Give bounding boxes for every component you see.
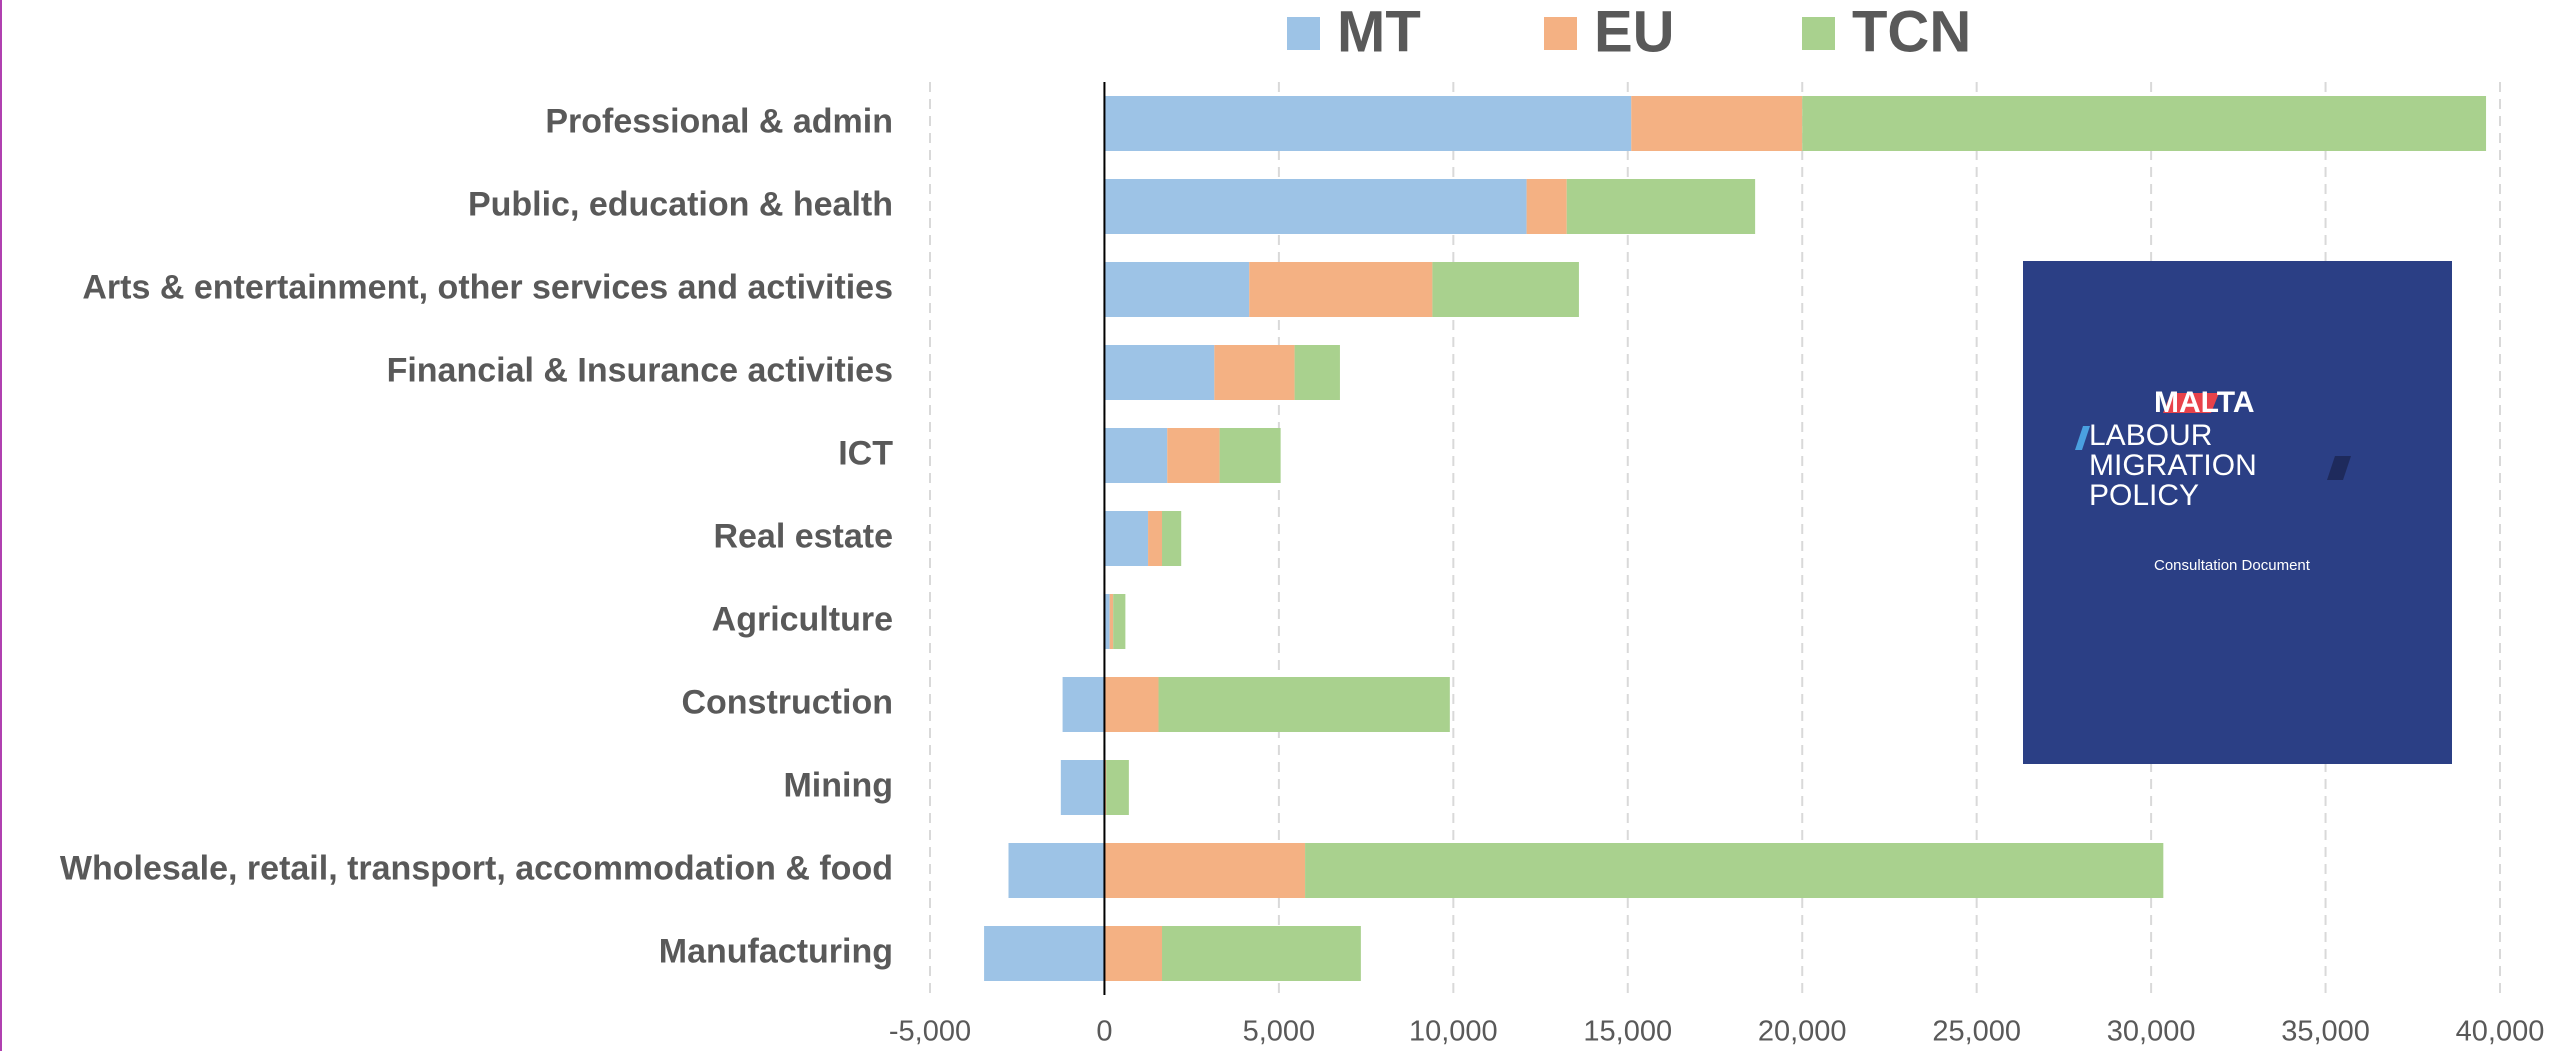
bar-segment — [1158, 677, 1450, 732]
legend-label: MT — [1337, 0, 1421, 64]
bar-segment — [1060, 760, 1105, 815]
bar-segment — [1802, 96, 2487, 151]
category-label: Wholesale, retail, transport, accommodat… — [60, 849, 893, 887]
category-label: Financial & Insurance activities — [387, 351, 893, 389]
category-label: Manufacturing — [659, 932, 893, 970]
bar-segment — [1062, 677, 1105, 732]
bar-segment — [1104, 345, 1215, 400]
inset-line: MIGRATION — [2089, 449, 2257, 482]
bar-segment — [1305, 843, 2164, 898]
bar-segment — [1104, 926, 1163, 981]
bar-segment — [1432, 262, 1579, 317]
category-label: Professional & admin — [545, 102, 893, 140]
inset-line: LABOUR — [2089, 419, 2212, 452]
bar-segment — [1008, 843, 1105, 898]
x-tick-label: 35,000 — [2281, 1016, 2370, 1048]
bar-segment — [1104, 96, 1632, 151]
bar-segment — [1167, 428, 1220, 483]
bar-segment — [1526, 179, 1567, 234]
bar-segment — [1294, 345, 1340, 400]
bar-segment — [1109, 594, 1114, 649]
category-label: Arts & entertainment, other services and… — [82, 268, 893, 306]
x-tick-label: 0 — [1096, 1016, 1112, 1048]
x-tick-label: 15,000 — [1583, 1016, 1672, 1048]
x-tick-label: 10,000 — [1409, 1016, 1498, 1048]
bar-segment — [1162, 926, 1361, 981]
bar-segment — [1104, 594, 1110, 649]
bar-segment — [1214, 345, 1295, 400]
x-tick-label: 25,000 — [1932, 1016, 2021, 1048]
bar-segment — [1631, 96, 1803, 151]
inset-accent — [2163, 393, 2219, 413]
bar-segment — [1219, 428, 1281, 483]
legend-label: TCN — [1852, 0, 1971, 64]
x-tick-label: 5,000 — [1243, 1016, 1316, 1048]
bar-segment — [1113, 594, 1126, 649]
x-tick-label: 30,000 — [2107, 1016, 2196, 1048]
bar-segment — [1106, 760, 1129, 815]
legend-label: EU — [1594, 0, 1675, 64]
bar-segment — [1249, 262, 1433, 317]
inset-line: POLICY — [2089, 479, 2199, 512]
inset-title: MALTA — [2154, 386, 2255, 419]
inset-accent — [2075, 426, 2090, 450]
category-label: Agriculture — [712, 600, 893, 638]
bar-segment — [1148, 511, 1163, 566]
bar-segment — [984, 926, 1105, 981]
bar-segment — [1104, 843, 1306, 898]
x-tick-label: -5,000 — [889, 1016, 971, 1048]
inset-box — [2023, 261, 2452, 764]
bar-segment — [1104, 179, 1527, 234]
category-label: Real estate — [713, 517, 893, 555]
bar-segment — [1162, 511, 1182, 566]
bar-segment — [1104, 428, 1168, 483]
legend-swatch — [1544, 17, 1577, 50]
bar-segment — [1104, 262, 1250, 317]
inset-subtitle: Consultation Document — [2154, 557, 2311, 574]
category-label: Mining — [783, 766, 893, 804]
category-label: ICT — [838, 434, 893, 472]
x-tick-label: 40,000 — [2456, 1016, 2545, 1048]
category-label: Construction — [681, 683, 893, 721]
legend-swatch — [1287, 17, 1320, 50]
category-label: Public, education & health — [468, 185, 893, 223]
legend-swatch — [1802, 17, 1835, 50]
bar-segment — [1104, 511, 1149, 566]
bar-segment — [1566, 179, 1756, 234]
bar-segment — [1104, 677, 1159, 732]
x-tick-label: 20,000 — [1758, 1016, 1847, 1048]
inset-accent — [2327, 456, 2351, 480]
